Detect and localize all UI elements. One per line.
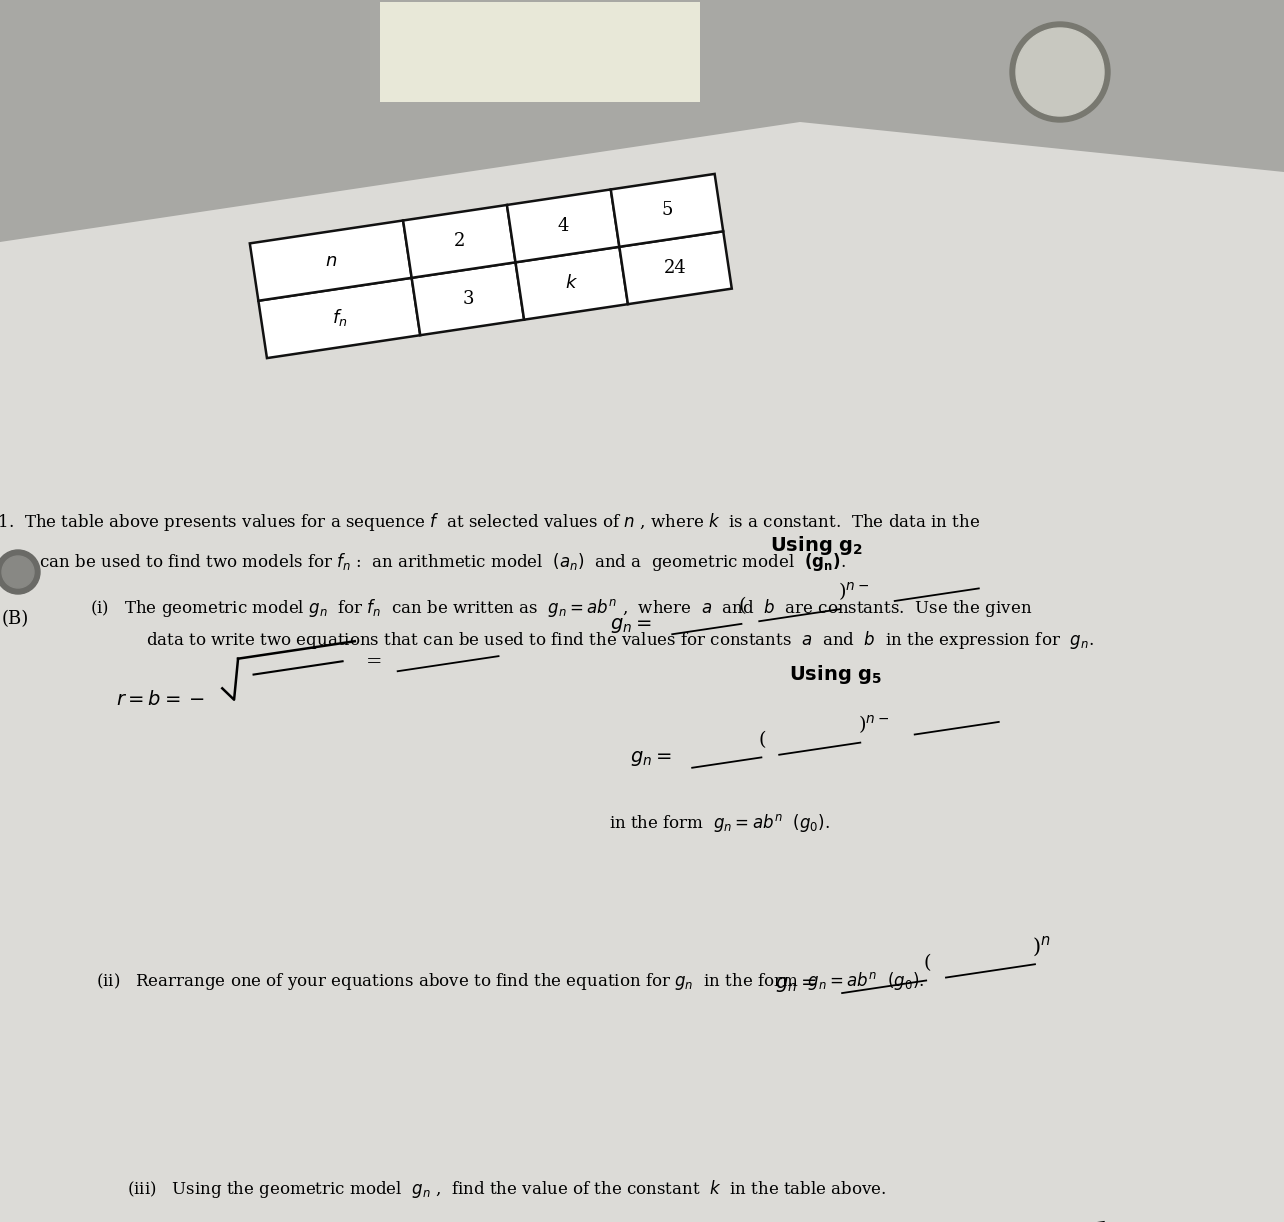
Text: $n$: $n$	[325, 252, 336, 270]
Text: in the form  $g_n = ab^n$  $(g_0)$.: in the form $g_n = ab^n$ $(g_0)$.	[610, 811, 831, 833]
Text: $\bf{Using}$ $\bf{g_2}$: $\bf{Using}$ $\bf{g_2}$	[770, 534, 863, 557]
Text: 4: 4	[557, 216, 569, 235]
Text: $f_n$: $f_n$	[331, 308, 347, 329]
Text: 3: 3	[462, 290, 474, 308]
Text: (: (	[923, 953, 931, 971]
Text: $\bf{Using}$ $\bf{g_5}$: $\bf{Using}$ $\bf{g_5}$	[790, 662, 882, 686]
Bar	[0, 0, 1284, 323]
Bar	[412, 263, 524, 335]
Text: 21.  The table above presents values for a sequence $f$  at selected values of $: 21. The table above presents values for …	[0, 511, 980, 533]
Text: =: =	[366, 653, 383, 671]
Bar	[258, 277, 420, 358]
Bar	[403, 205, 515, 277]
Text: $g_n =$: $g_n =$	[610, 616, 652, 634]
Text: 5: 5	[661, 202, 673, 220]
Text: 2: 2	[453, 232, 465, 251]
Bar	[619, 231, 732, 304]
Polygon shape	[0, 122, 1284, 1222]
Text: (iii)   Using the geometric model  $g_n$ ,  find the value of the constant  $k$ : (iii) Using the geometric model $g_n$ , …	[127, 1178, 886, 1200]
Bar	[515, 247, 628, 320]
Text: (B): (B)	[1, 610, 28, 628]
Bar	[611, 174, 723, 247]
Circle shape	[0, 550, 40, 594]
Text: table can be used to find two models for $f_n$ :  an arithmetic model  $(a_n)$  : table can be used to find two models for…	[0, 551, 846, 573]
Text: (i)   The geometric model $g_n$  for $f_n$  can be written as  $g_n = ab^n$ ,  w: (i) The geometric model $g_n$ for $f_n$ …	[90, 596, 1032, 618]
Text: )$^n$: )$^n$	[1032, 935, 1050, 959]
Text: $g_n =$: $g_n =$	[776, 975, 817, 995]
Bar	[507, 189, 619, 263]
Circle shape	[1011, 22, 1109, 122]
Text: (: (	[738, 598, 746, 615]
Text: )$^{n-}$: )$^{n-}$	[837, 580, 869, 602]
Circle shape	[3, 556, 33, 588]
Text: $k$: $k$	[565, 274, 578, 292]
Bar	[380, 2, 700, 101]
Text: 24: 24	[664, 259, 687, 276]
Text: $r = b = -$: $r = b = -$	[116, 689, 204, 709]
Bar	[250, 220, 412, 301]
Text: $g_n =$: $g_n =$	[630, 749, 672, 769]
Text: )$^{n-}$: )$^{n-}$	[858, 714, 889, 736]
Text: data to write two equations that can be used to find the values for constants  $: data to write two equations that can be …	[145, 629, 1094, 651]
Text: (ii)   Rearrange one of your equations above to find the equation for $g_n$  in : (ii) Rearrange one of your equations abo…	[95, 970, 923, 992]
Text: (: (	[759, 731, 767, 749]
Circle shape	[1016, 28, 1104, 116]
